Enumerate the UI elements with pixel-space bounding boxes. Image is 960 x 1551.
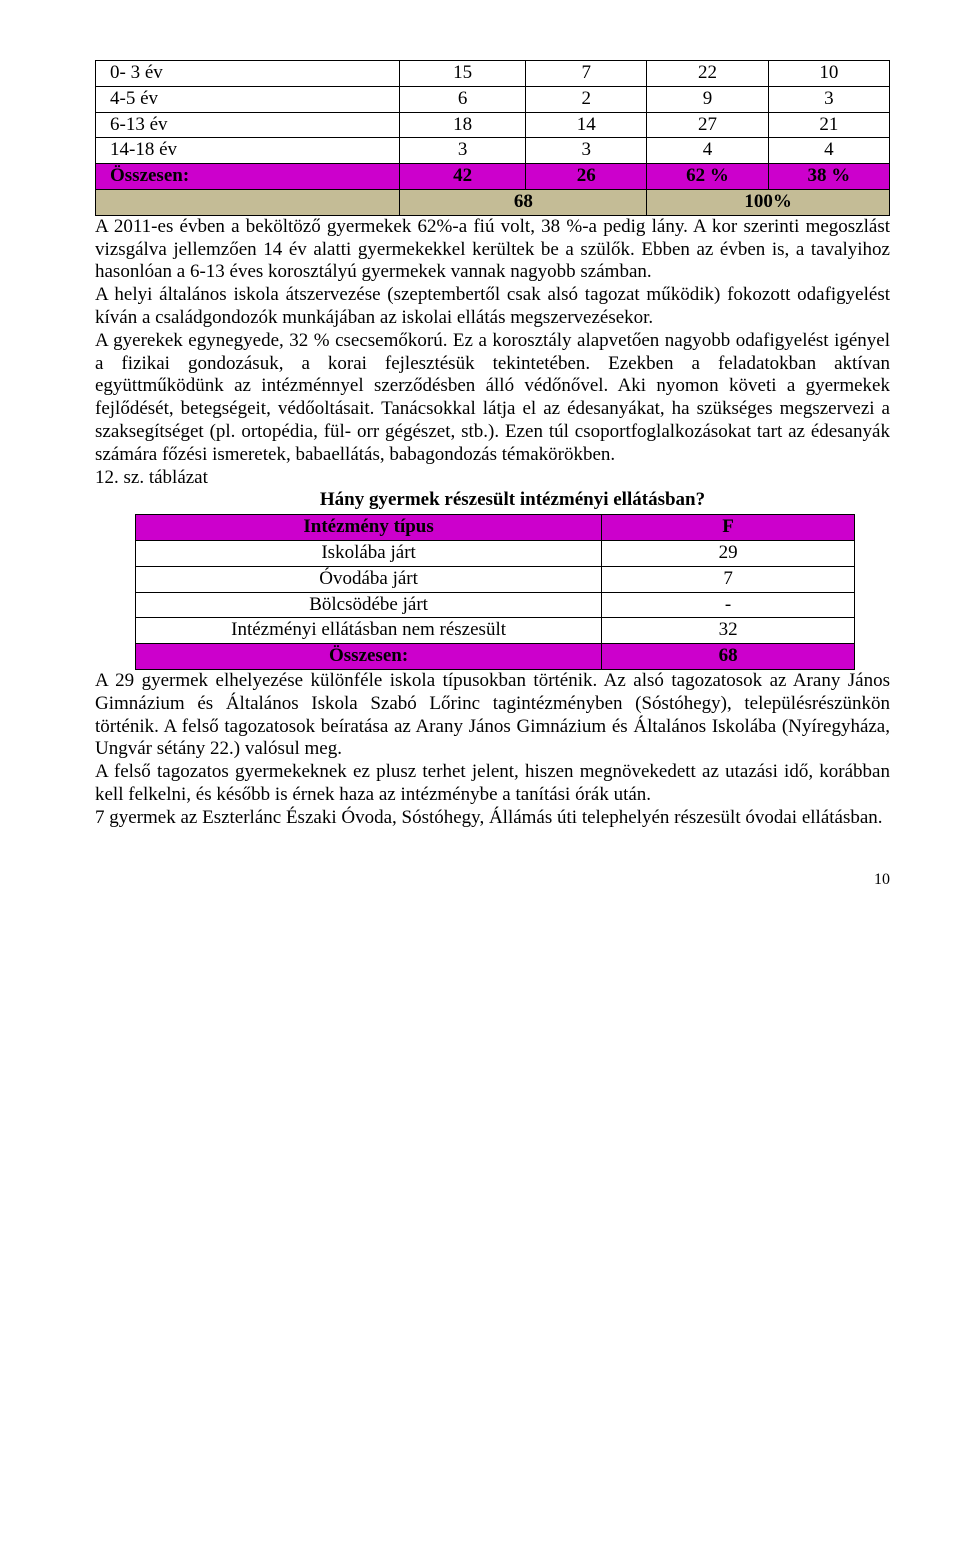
table-cell: 2	[526, 86, 647, 112]
table-cell: Intézmény típus	[136, 515, 602, 541]
table-row: Intézmény típusF	[136, 515, 855, 541]
table-row: Intézményi ellátásban nem részesült32	[136, 618, 855, 644]
page-number: 10	[95, 870, 890, 889]
table-cell: 7	[602, 566, 855, 592]
table-cell: 7	[526, 61, 647, 87]
table-cell: F	[602, 515, 855, 541]
table-cell: 26	[526, 164, 647, 190]
table-row: 0- 3 év1572210	[96, 61, 890, 87]
table-cell: 6	[400, 86, 526, 112]
table-cell: 42	[400, 164, 526, 190]
table-cell: 3	[526, 138, 647, 164]
table-cell: 100%	[647, 189, 890, 215]
table-row: 4-5 év6293	[96, 86, 890, 112]
table-cell: 4	[647, 138, 768, 164]
table-cell: 15	[400, 61, 526, 87]
table-cell: 27	[647, 112, 768, 138]
table-row: Bölcsödébe járt-	[136, 592, 855, 618]
table-row: Óvodába járt7	[136, 566, 855, 592]
table-cell: 14-18 év	[96, 138, 400, 164]
table-cell: 68	[400, 189, 647, 215]
table-cell: 6-13 év	[96, 112, 400, 138]
table-cell: Óvodába járt	[136, 566, 602, 592]
paragraph-5: A felső tagozatos gyermekeknek ez plusz …	[95, 761, 890, 807]
table-cell: 4	[768, 138, 889, 164]
table2-title: Hány gyermek részesült intézményi ellátá…	[135, 489, 890, 512]
table-row: Összesen:68	[136, 644, 855, 670]
paragraph-3: A gyerekek egynegyede, 32 % csecsemőkorú…	[95, 330, 890, 467]
table-cell	[96, 189, 400, 215]
table-cell: 18	[400, 112, 526, 138]
table-cell: 22	[647, 61, 768, 87]
table-cell: 9	[647, 86, 768, 112]
table-cell: 4-5 év	[96, 86, 400, 112]
table-cell: 10	[768, 61, 889, 87]
table-row: 6-13 év18142721	[96, 112, 890, 138]
table2-label: 12. sz. táblázat	[95, 467, 890, 490]
table-row: Iskolába járt29	[136, 540, 855, 566]
table-cell: -	[602, 592, 855, 618]
table-cell: 29	[602, 540, 855, 566]
table-cell: 21	[768, 112, 889, 138]
table-cell: Iskolába járt	[136, 540, 602, 566]
table-cell: 0- 3 év	[96, 61, 400, 87]
table-cell: 32	[602, 618, 855, 644]
table-cell: 38 %	[768, 164, 889, 190]
table-row-total: 68100%	[96, 189, 890, 215]
table-row: Összesen:422662 %38 %	[96, 164, 890, 190]
table-cell: 3	[400, 138, 526, 164]
table-cell: Összesen:	[96, 164, 400, 190]
table-cell: 68	[602, 644, 855, 670]
table-cell: 3	[768, 86, 889, 112]
table-cell: Összesen:	[136, 644, 602, 670]
institution-table: Intézmény típusFIskolába járt29Óvodába j…	[135, 514, 855, 670]
paragraph-6: 7 gyermek az Eszterlánc Északi Óvoda, Só…	[95, 807, 890, 830]
table-cell: 62 %	[647, 164, 768, 190]
paragraph-2: A helyi általános iskola átszervezése (s…	[95, 284, 890, 330]
age-distribution-table: 0- 3 év15722104-5 év62936-13 év181427211…	[95, 60, 890, 216]
table-cell: 14	[526, 112, 647, 138]
table-row: 14-18 év3344	[96, 138, 890, 164]
paragraph-1: A 2011-es évben a beköltöző gyermekek 62…	[95, 216, 890, 284]
table-cell: Intézményi ellátásban nem részesült	[136, 618, 602, 644]
paragraph-4: A 29 gyermek elhelyezése különféle iskol…	[95, 670, 890, 761]
table-cell: Bölcsödébe járt	[136, 592, 602, 618]
